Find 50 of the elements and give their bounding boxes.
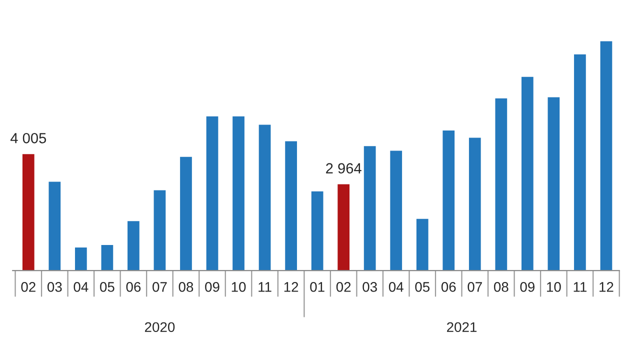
bar (311, 191, 324, 271)
x-tick-label: 03 (362, 282, 377, 292)
bar (22, 154, 34, 271)
data-label: 2 964 (326, 163, 362, 174)
x-tick-label: 05 (100, 282, 114, 292)
x-tick-label: 10 (232, 282, 246, 292)
bar (416, 218, 428, 271)
bar (548, 97, 560, 271)
x-tick-label: 06 (441, 282, 456, 292)
bar (390, 150, 402, 271)
x-tick-label: 02 (21, 282, 36, 292)
x-tick-label: 01 (310, 282, 324, 292)
x-tick-label: 04 (388, 282, 404, 292)
bar (48, 182, 61, 271)
bar (600, 41, 612, 271)
data-label: 4 005 (10, 132, 46, 144)
text: 2020 (144, 322, 175, 332)
bar (258, 124, 271, 271)
bar (206, 116, 218, 271)
bar (338, 184, 350, 271)
bar (128, 221, 140, 271)
bar (495, 98, 508, 271)
x-tick-label: 04 (74, 282, 88, 292)
x-tick-label: 09 (520, 282, 534, 292)
bar (101, 244, 114, 271)
bar (442, 130, 455, 271)
x-tick-label: 10 (547, 282, 561, 292)
bar (468, 138, 481, 271)
x-tick-label: 08 (494, 282, 508, 292)
x-tick-label: 12 (284, 282, 298, 292)
x-tick-label: 07 (152, 282, 167, 292)
x-tick-label: 06 (126, 282, 141, 292)
bar (364, 146, 376, 271)
x-tick-label: 11 (258, 282, 272, 292)
text: 2021 (447, 322, 477, 332)
x-tick-label: 02 (336, 282, 351, 292)
x-tick-label: 07 (468, 282, 482, 292)
x-tick-label: 03 (47, 282, 62, 292)
bar (154, 190, 166, 271)
x-tick-label: 05 (415, 282, 430, 292)
x-tick-label: 11 (574, 282, 586, 292)
bar (574, 54, 586, 271)
x-tick-label: 12 (600, 282, 614, 292)
bar (521, 76, 534, 271)
bar (74, 248, 87, 271)
bar (232, 116, 244, 271)
bar (285, 141, 297, 271)
x-tick-label: 08 (178, 282, 194, 292)
bar (180, 156, 192, 271)
x-tick-label: 09 (205, 282, 220, 292)
